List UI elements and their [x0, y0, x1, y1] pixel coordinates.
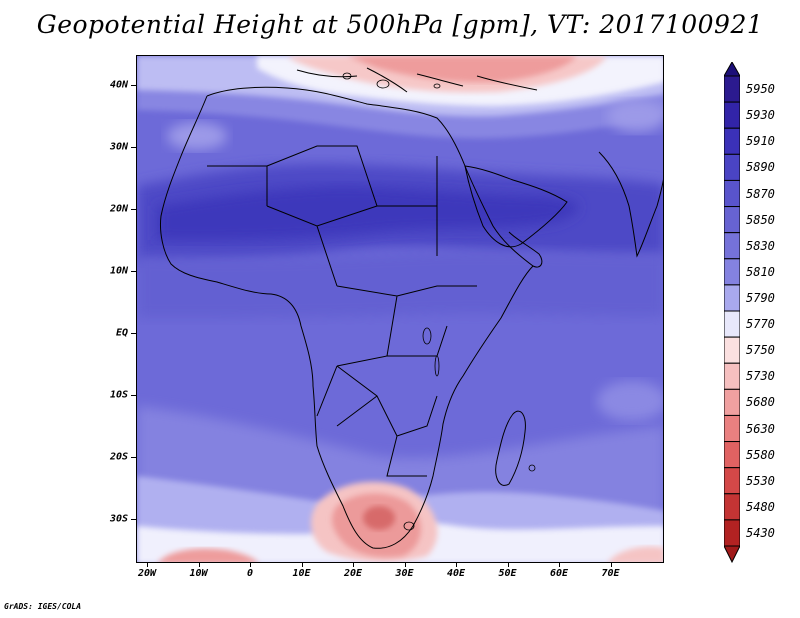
colorbar-level-label: 5930 [746, 108, 775, 123]
lon-label: 10W [189, 568, 208, 579]
lon-tick [147, 563, 148, 567]
colorbar-level-label: 5530 [746, 473, 775, 488]
lon-tick [456, 563, 457, 567]
colorbar-level-label: 5480 [746, 499, 775, 514]
lon-label: 60E [549, 568, 569, 579]
colorbar-level-label: 5750 [746, 343, 775, 358]
colorbar-swatch [724, 336, 740, 364]
colorbar-swatch [724, 206, 740, 234]
colorbar-swatch [724, 441, 740, 469]
lat-tick [131, 395, 136, 396]
lat-label: 30S [109, 513, 128, 525]
lon-tick [404, 563, 406, 567]
colorbar-swatch [724, 519, 740, 547]
lat-label: 40N [109, 79, 128, 91]
colorbar-swatch [724, 101, 740, 129]
colorbar-swatch [724, 258, 740, 286]
colorbar-swatch [724, 284, 740, 312]
colorbar-swatch [724, 493, 740, 521]
lat-label: 20S [109, 451, 128, 463]
colorbar-level-label: 5630 [746, 421, 775, 436]
colorbar-level-label: 5830 [746, 238, 775, 253]
lon-label: 40E [446, 568, 466, 579]
lon-label: 20W [137, 568, 157, 579]
colorbar-swatch [724, 179, 740, 208]
lon-label: 70E [601, 568, 620, 579]
colorbar-level-label: 5430 [746, 525, 775, 540]
lat-tick [131, 333, 136, 334]
colorbar-graphic [724, 62, 740, 564]
lon-tick [250, 563, 251, 567]
colorbar-level-label: 5890 [746, 160, 775, 175]
lat-tick [131, 85, 136, 86]
lon-label: 0 [246, 568, 254, 579]
geopotential-field [137, 56, 663, 562]
credit-text: GrADS: IGES/COLA [4, 602, 82, 611]
colorbar-swatch [724, 467, 740, 495]
lon-tick [301, 563, 303, 567]
map-plot-area [136, 55, 664, 563]
colorbar-swatch [724, 232, 740, 260]
map-title: Geopotential Height at 500hPa [gpm], VT:… [36, 10, 764, 39]
colorbar-level-label: 5730 [746, 369, 775, 384]
colorbar-swatch [724, 75, 740, 103]
lon-tick [559, 563, 560, 567]
lon-tick [198, 563, 200, 567]
lat-tick [131, 147, 136, 148]
lon-label: 50E [498, 568, 517, 579]
lat-tick [131, 457, 136, 458]
lon-label: 10E [292, 568, 311, 579]
colorbar-level-label: 5770 [746, 317, 775, 332]
lat-label: 10N [109, 265, 128, 277]
colorbar-swatch [724, 310, 740, 338]
colorbar-swatch [724, 362, 740, 390]
colorbar-level-label: 5810 [746, 264, 775, 279]
lon-tick [610, 563, 612, 567]
lat-label: 20N [109, 203, 128, 215]
lon-label: 30E [395, 568, 414, 579]
colorbar-swatch [724, 414, 740, 443]
colorbar-level-label: 5680 [746, 395, 775, 410]
colorbar-level-label: 5850 [746, 212, 775, 227]
colorbar-swatch [724, 127, 740, 155]
lat-tick [131, 519, 136, 520]
colorbar-triangle-down-icon [724, 545, 740, 564]
lat-tick [131, 209, 136, 210]
colorbar-level-label: 5950 [746, 82, 775, 97]
colorbar-triangle-up-icon [724, 62, 740, 77]
lat-label: 10S [109, 389, 128, 401]
colorbar-swatch [724, 388, 740, 416]
lon-label: 20E [343, 568, 363, 579]
lon-tick [507, 563, 509, 567]
lat-label: EQ [115, 327, 128, 339]
colorbar-swatch [724, 153, 740, 181]
lon-tick [353, 563, 354, 567]
colorbar-level-label: 5870 [746, 186, 775, 201]
colorbar-level-label: 5910 [746, 134, 775, 149]
colorbar-level-label: 5580 [746, 447, 775, 462]
colorbar-level-label: 5790 [746, 290, 775, 305]
lat-label: 30N [109, 141, 128, 153]
lat-tick [131, 271, 136, 272]
